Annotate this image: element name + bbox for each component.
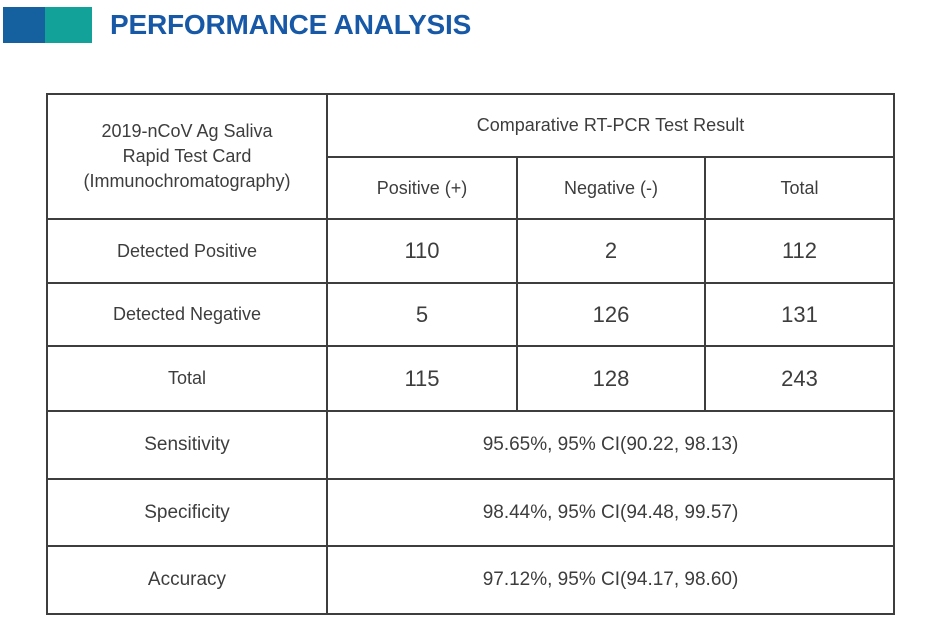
metric-label: Sensitivity [46,410,328,480]
corner-header-cell: 2019-nCoV Ag Saliva Rapid Test Card (Imm… [46,93,328,220]
cell-value: 2 [516,218,706,284]
cell-value: 115 [326,345,518,412]
table-row-detected-negative: Detected Negative 5 126 131 [46,282,895,347]
row-label: Detected Positive [46,218,328,284]
table-row-total: Total 115 128 243 [46,345,895,412]
cell-value: 243 [704,345,895,412]
row-label: Total [46,345,328,412]
table-row-accuracy: Accuracy 97.12%, 95% CI(94.17, 98.60) [46,545,895,615]
cell-value: 5 [326,282,518,347]
metric-value: 98.44%, 95% CI(94.48, 99.57) [326,478,895,547]
cell-value: 112 [704,218,895,284]
col-header-total: Total [704,156,895,220]
col-header-positive: Positive (+) [326,156,518,220]
brand-square-teal-icon [45,7,92,43]
cell-value: 110 [326,218,518,284]
metric-label: Specificity [46,478,328,547]
brand-square-blue-icon [3,7,45,43]
table-row-sensitivity: Sensitivity 95.65%, 95% CI(90.22, 98.13) [46,410,895,480]
col-header-negative: Negative (-) [516,156,706,220]
cell-value: 131 [704,282,895,347]
brand-header: PERFORMANCE ANALYSIS [3,7,471,43]
cell-value: 128 [516,345,706,412]
table-row-specificity: Specificity 98.44%, 95% CI(94.48, 99.57) [46,478,895,547]
group-header-cell: Comparative RT-PCR Test Result [326,93,895,158]
corner-label-line: (Immunochromatography) [83,170,291,191]
table-row-col-headers: Positive (+) Negative (-) Total [47,156,895,220]
cell-value: 126 [516,282,706,347]
metric-value: 95.65%, 95% CI(90.22, 98.13) [326,410,895,480]
corner-label-line: Rapid Test Card [122,146,252,167]
table-row-detected-positive: Detected Positive 110 2 112 [46,218,895,284]
page-title: PERFORMANCE ANALYSIS [110,9,472,40]
table-row-group-header: 2019-nCoV Ag Saliva Rapid Test Card (Imm… [46,93,895,220]
metric-value: 97.12%, 95% CI(94.17, 98.60) [326,545,895,615]
metric-label: Accuracy [46,545,328,615]
corner-label-line: 2019-nCoV Ag Saliva [101,121,273,142]
row-label: Detected Negative [46,282,328,347]
performance-table: 2019-nCoV Ag Saliva Rapid Test Card (Imm… [46,93,895,615]
